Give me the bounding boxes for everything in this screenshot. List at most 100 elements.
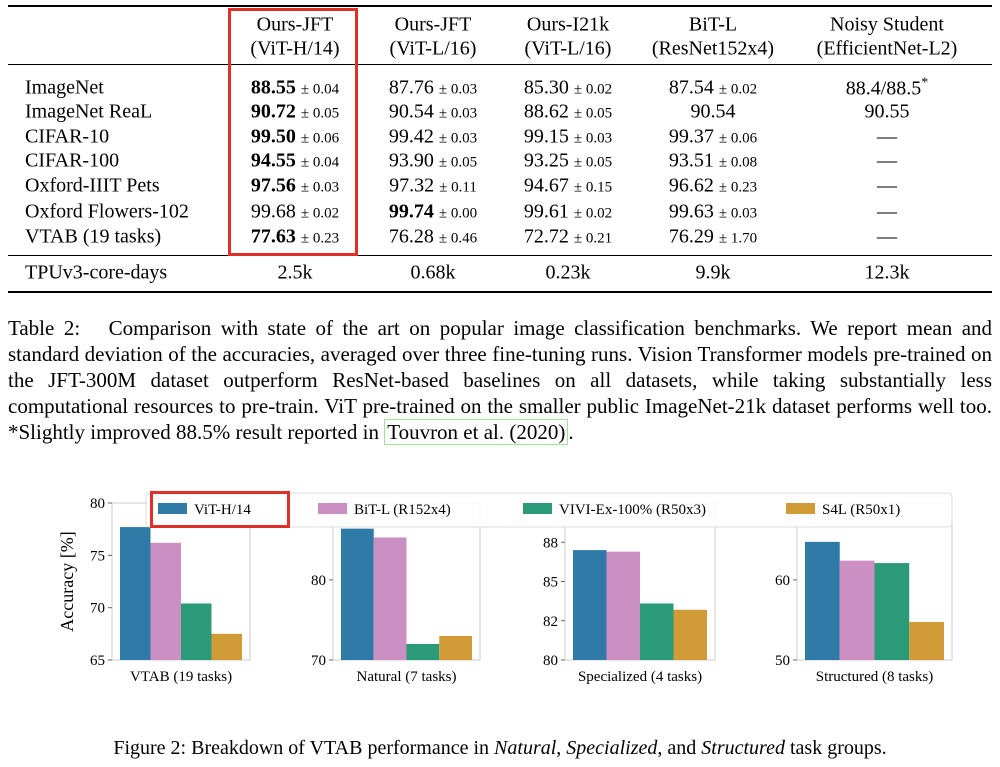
cell-std: ± 0.02 — [573, 205, 613, 222]
cell-value: 93.51 — [668, 149, 714, 172]
table-cell: 0.23k — [545, 261, 591, 284]
cell-std: ± 0.03 — [300, 179, 340, 196]
cell-note: * — [921, 75, 929, 91]
table-cell: 90.55 — [865, 101, 910, 124]
y-tick-label: 65 — [90, 653, 105, 669]
row-label: TPUv3-core-days — [25, 261, 168, 284]
cell-value: — — [877, 125, 897, 148]
legend-label: ViT-H/14 — [194, 502, 251, 518]
highlight-box — [150, 491, 290, 528]
table-cell: 88.4/88.5* — [846, 76, 929, 101]
top-rule — [8, 5, 992, 7]
cell-value: 85.30 — [523, 76, 569, 99]
cell-value: 99.37 — [668, 125, 714, 148]
cell-value: 87.76 — [388, 76, 434, 99]
table-cell: 77.63 ± 0.23 — [251, 226, 339, 249]
cell-value: 76.28 — [388, 225, 434, 248]
y-tick-label: 50 — [775, 653, 790, 669]
cell-std: ± 0.15 — [573, 179, 613, 196]
row-label: VTAB (19 tasks) — [25, 225, 162, 248]
cell-std: ± 0.04 — [300, 81, 340, 98]
bottom-rule — [8, 291, 992, 293]
table-cell: 90.54 — [691, 101, 736, 124]
cell-std: ± 0.05 — [300, 105, 340, 122]
cell-value: — — [877, 149, 897, 172]
x-axis-label: Specialized (4 tasks) — [578, 669, 702, 685]
cell-value: 88.62 — [523, 100, 569, 123]
cell-value: 87.54 — [668, 76, 714, 99]
cell-std: ± 0.02 — [718, 81, 758, 98]
table-cell: 88.55 ± 0.04 — [251, 77, 339, 100]
column-header: Ours-JFT — [394, 13, 472, 36]
table-cell: 88.62 ± 0.05 — [524, 101, 612, 124]
y-tick-label: 80 — [90, 496, 105, 512]
mid-rule — [8, 255, 992, 256]
y-tick-label: 82 — [543, 614, 558, 630]
cell-std: ± 0.05 — [573, 105, 613, 122]
cell-value: — — [877, 200, 897, 223]
cell-value: 99.74 — [388, 200, 434, 223]
caption-text: Comparison with state of the art on popu… — [8, 316, 993, 444]
cell-std: ± 0.03 — [573, 130, 613, 147]
cell-value: 93.90 — [388, 149, 434, 172]
cell-std: ± 0.05 — [438, 154, 478, 171]
cell-std: ± 0.05 — [573, 154, 613, 171]
cell-std: ± 0.23 — [718, 179, 758, 196]
cell-std: ± 0.23 — [300, 230, 340, 247]
caption-part: task groups. — [784, 737, 887, 759]
cell-value: 88.4/88.5 — [845, 77, 922, 100]
row-label: CIFAR-100 — [25, 149, 120, 172]
bar — [573, 550, 607, 660]
cell-value: 99.63 — [668, 200, 714, 223]
caption-part: , and — [657, 737, 702, 759]
bar — [909, 621, 944, 660]
legend-label: VIVI-Ex-100% (R50x3) — [559, 502, 706, 518]
column-header: (ResNet152x4) — [651, 37, 775, 60]
column-header: (ViT-H/14) — [250, 37, 340, 60]
table-cell: 12.3k — [864, 261, 910, 284]
cell-value: 97.32 — [389, 174, 435, 197]
table-cell: 99.50 ± 0.06 — [251, 126, 339, 149]
highlight-box — [228, 8, 358, 256]
y-tick-label: 75 — [90, 548, 105, 564]
legend-label: S4L (R50x1) — [822, 502, 900, 518]
table-cell: 0.68k — [410, 261, 456, 284]
cell-std: ± 0.08 — [718, 154, 758, 171]
table-cell: 9.9k — [695, 261, 731, 284]
table-cell: — — [877, 175, 897, 198]
table-cell: 76.29 ± 1.70 — [669, 226, 757, 249]
y-tick-label: 60 — [775, 573, 790, 589]
table-cell: 97.32 ± 0.11 — [389, 175, 477, 198]
y-tick-label: 70 — [311, 653, 326, 669]
bar — [373, 537, 407, 660]
y-tick-label: 70 — [90, 601, 105, 617]
cell-value: 90.72 — [250, 100, 296, 123]
cell-std: ± 0.46 — [438, 230, 478, 247]
cell-std: ± 0.02 — [300, 205, 340, 222]
cell-std: ± 0.02 — [573, 81, 613, 98]
cell-value: 90.54 — [690, 100, 736, 123]
table-cell: 90.54 ± 0.03 — [389, 101, 477, 124]
cell-std: ± 0.21 — [573, 230, 613, 247]
table-cell: 72.72 ± 0.21 — [524, 226, 612, 249]
cell-std: ± 0.06 — [718, 130, 758, 147]
bar — [150, 542, 181, 660]
legend-swatch — [786, 503, 815, 514]
table-cell: 99.63 ± 0.03 — [669, 201, 757, 224]
table-cell: — — [877, 150, 897, 173]
cell-value: 97.56 — [250, 174, 296, 197]
y-axis-label: Accuracy [%] — [57, 531, 77, 631]
cell-std: ± 0.04 — [300, 154, 340, 171]
cell-value: 90.54 — [388, 100, 434, 123]
cell-std: ± 0.00 — [438, 205, 478, 222]
column-header: Ours-I21k — [526, 13, 610, 36]
caption-part: , — [556, 737, 567, 759]
bar — [341, 528, 374, 660]
y-tick-label: 80 — [543, 653, 558, 669]
cell-value: 93.25 — [523, 149, 569, 172]
citation-link[interactable]: Touvron et al. (2020) — [384, 419, 569, 445]
legend-swatch — [158, 503, 187, 514]
cell-value: 90.55 — [864, 100, 910, 123]
legend-swatch — [523, 503, 552, 514]
x-axis-label: Natural (7 tasks) — [357, 669, 457, 685]
